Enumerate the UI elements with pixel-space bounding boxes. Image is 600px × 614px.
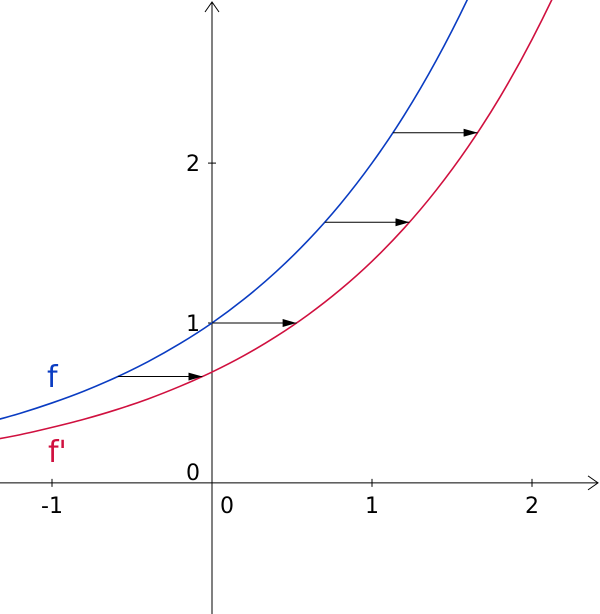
curve <box>0 0 469 420</box>
curve <box>0 0 553 440</box>
plot-area <box>0 0 553 440</box>
x-tick-label: 0 <box>220 494 234 519</box>
x-tick-label: 2 <box>525 494 539 519</box>
x-tick-label: 1 <box>365 494 379 519</box>
curve-label: f' <box>48 435 67 470</box>
y-tick-label: 1 <box>186 312 200 337</box>
y-tick-label: 0 <box>186 461 200 486</box>
x-axis-arrow <box>587 475 599 491</box>
y-axis-arrow <box>204 1 220 13</box>
x-tick-label: -1 <box>41 494 63 519</box>
y-tick-label: 2 <box>186 152 200 177</box>
curve-label: f <box>47 360 59 395</box>
